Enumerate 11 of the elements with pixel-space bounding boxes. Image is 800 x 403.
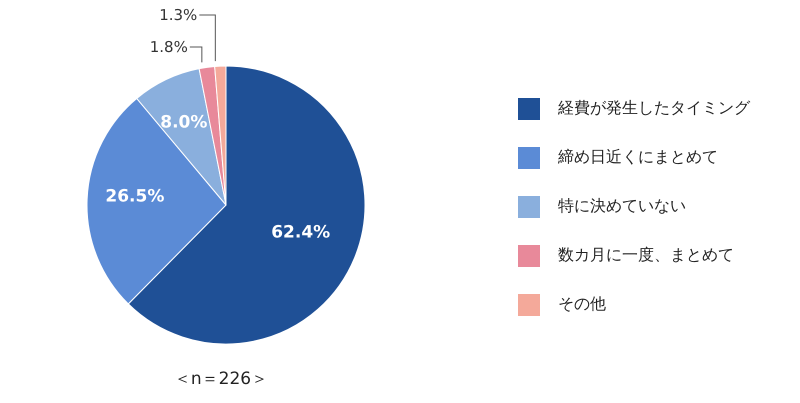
legend-label: 締め日近くにまとめて	[558, 147, 718, 168]
data-label: 8.0%	[160, 112, 208, 132]
legend-label: 経費が発生したタイミング	[558, 98, 750, 119]
data-label: 1.3%	[159, 6, 198, 24]
data-label: 26.5%	[105, 186, 164, 206]
legend-label: 特に決めていない	[558, 196, 686, 217]
legend-label: その他	[558, 294, 606, 315]
data-label: 1.8%	[150, 38, 188, 56]
text: ＜n＝226＞	[172, 368, 270, 390]
data-label: 62.4%	[271, 222, 330, 243]
legend-label: 数カ月に一度、まとめて	[558, 245, 734, 266]
